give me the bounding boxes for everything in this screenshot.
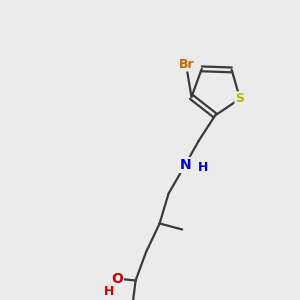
Text: Br: Br: [179, 58, 195, 70]
Text: S: S: [236, 92, 244, 105]
Text: H: H: [103, 285, 114, 298]
Text: H: H: [198, 161, 208, 175]
Text: O: O: [111, 272, 123, 286]
Text: N: N: [179, 158, 191, 172]
